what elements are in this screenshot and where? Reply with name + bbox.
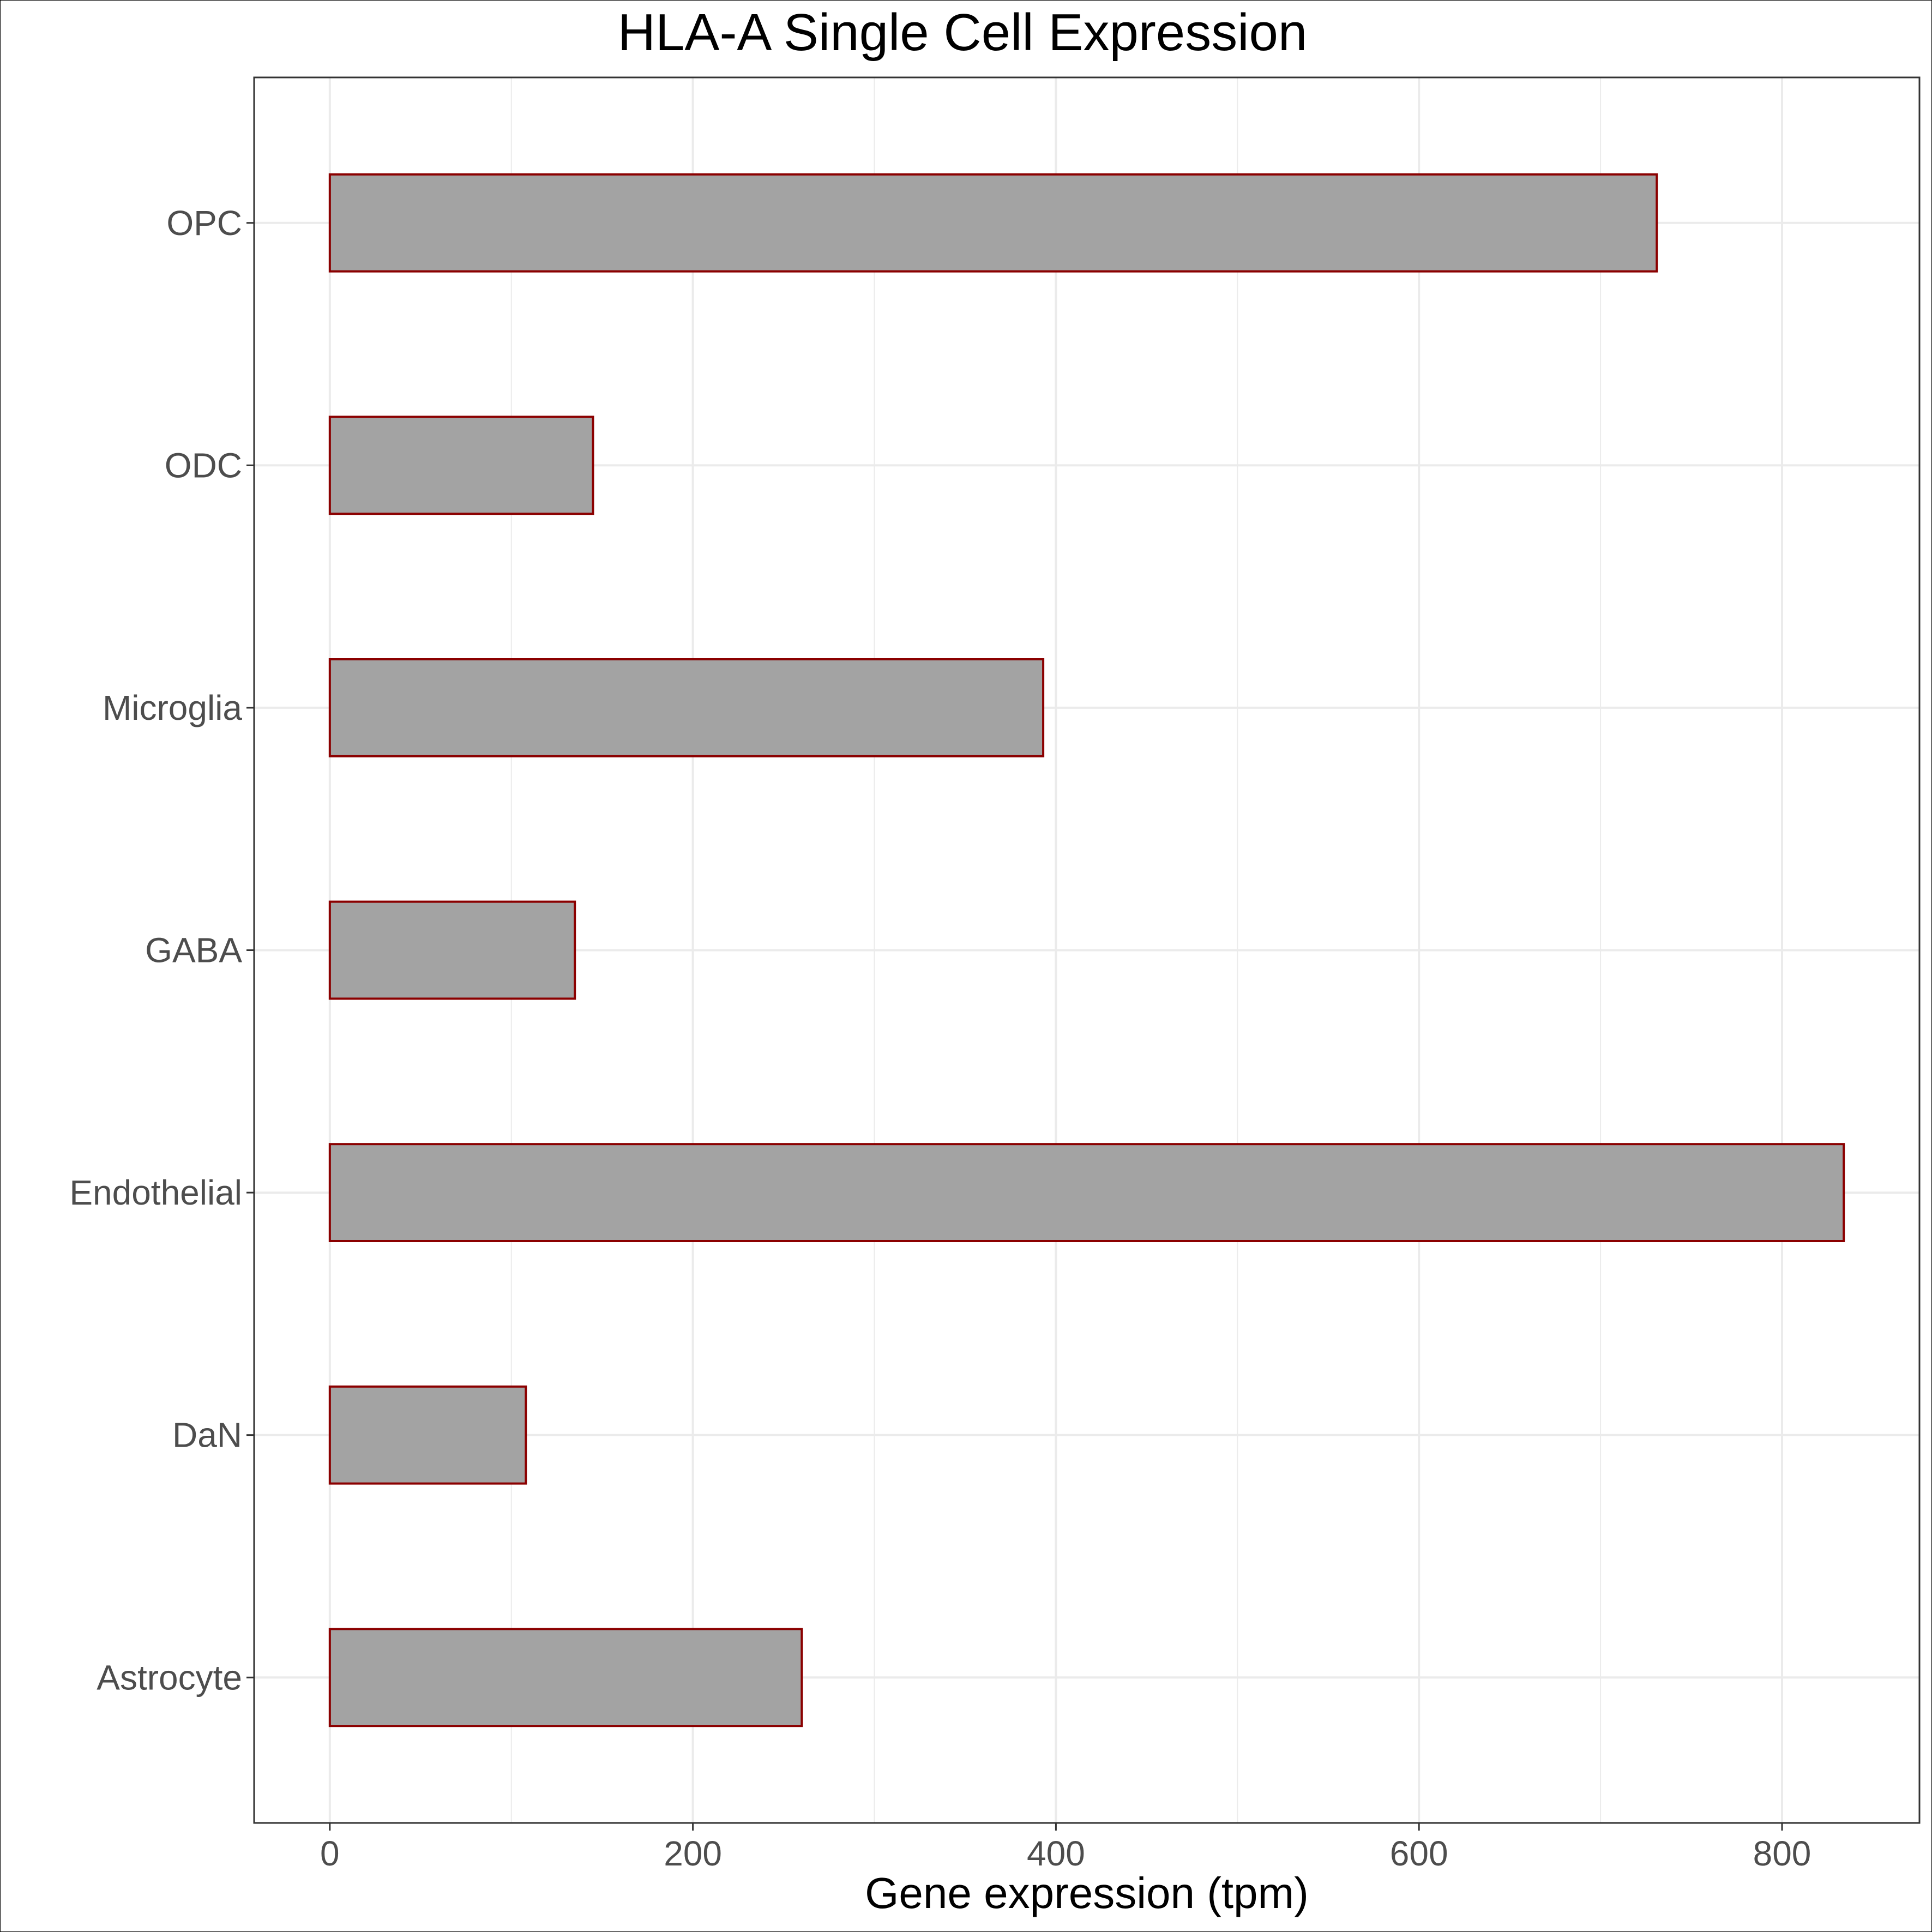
y-tick-label: Astrocyte — [97, 1658, 242, 1697]
y-tick-label: ODC — [165, 446, 242, 485]
x-tick-label: 400 — [1027, 1834, 1085, 1873]
x-tick-label: 200 — [664, 1834, 722, 1873]
bar-microglia — [328, 658, 1045, 757]
y-axis-ticks: Astrocyte DaN Endothelial GABA Microglia ODC O… — [69, 203, 254, 1697]
x-axis-title: Gene expression (tpm) — [865, 1869, 1309, 1917]
x-axis-ticks: 0 200 400 600 800 — [320, 1823, 1811, 1873]
bar-odc — [328, 416, 594, 515]
y-tick-label: DaN — [172, 1416, 242, 1455]
bar-gaba — [328, 900, 576, 1000]
bar-opc — [328, 173, 1658, 273]
bars — [328, 173, 1845, 1728]
y-tick-label: Microglia — [103, 688, 242, 727]
x-tick-label: 800 — [1753, 1834, 1811, 1873]
bar-astrocyte — [328, 1628, 803, 1728]
x-tick-label: 0 — [320, 1834, 340, 1873]
y-tick-label: Endothelial — [69, 1173, 242, 1212]
bar-dan — [328, 1385, 527, 1485]
bar-endothelial — [328, 1143, 1845, 1243]
chart-title: HLA-A Single Cell Expression — [618, 3, 1308, 62]
x-tick-label: 600 — [1390, 1834, 1448, 1873]
y-tick-label: OPC — [166, 203, 242, 243]
y-tick-label: GABA — [145, 931, 242, 970]
